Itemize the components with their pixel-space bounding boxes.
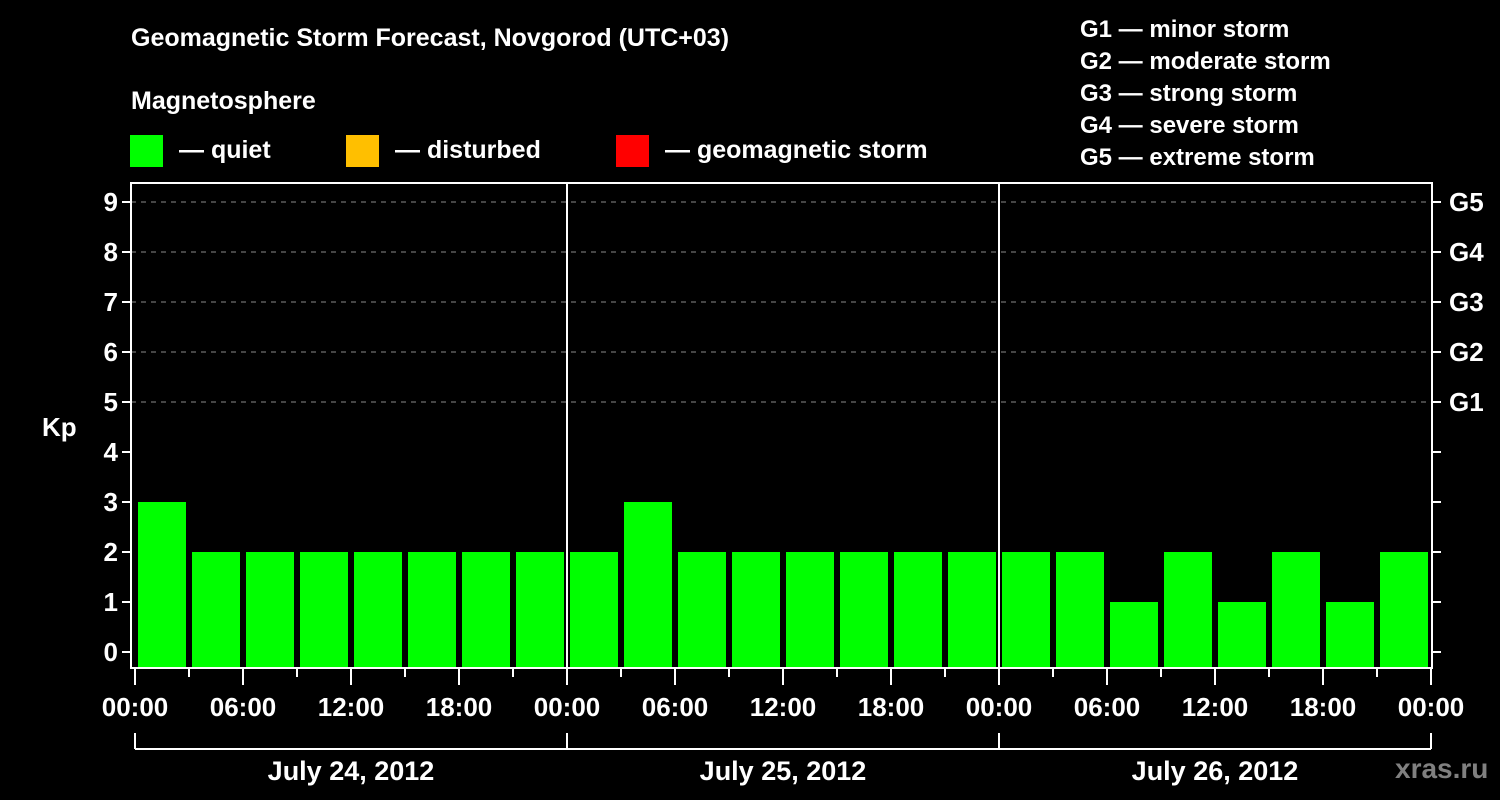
kp-bar <box>678 552 726 668</box>
g-scale-label: G1 <box>1449 387 1484 417</box>
y-tick-label: 1 <box>104 587 118 617</box>
y-tick-label: 8 <box>104 237 118 267</box>
kp-bar <box>1164 552 1212 668</box>
kp-bar <box>1218 602 1266 668</box>
y-tick-label: 6 <box>104 337 118 367</box>
g-scale-label: G4 <box>1449 237 1484 267</box>
kp-bar <box>1380 552 1428 668</box>
y-tick-label: 2 <box>104 537 118 567</box>
x-tick-label: 18:00 <box>426 692 493 722</box>
legend-label-disturbed: — disturbed <box>395 136 541 164</box>
kp-bar <box>570 552 618 668</box>
y-tick-label: 9 <box>104 187 118 217</box>
y-tick-label: 0 <box>104 637 118 667</box>
g-scale-g5: G5 — extreme storm <box>1080 144 1315 171</box>
chart-subtitle: Magnetosphere <box>131 87 316 115</box>
g-scale-legend: G1 — minor storm G2 — moderate storm G3 … <box>1080 14 1331 174</box>
x-tick-label: 00:00 <box>1398 692 1465 722</box>
kp-bar <box>408 552 456 668</box>
x-tick-label: 12:00 <box>318 692 385 722</box>
legend-swatch-disturbed <box>346 134 379 167</box>
kp-bar <box>840 552 888 668</box>
kp-bar <box>246 552 294 668</box>
y-tick-label: 5 <box>104 387 118 417</box>
g-scale-g2: G2 — moderate storm <box>1080 48 1331 75</box>
x-tick-label: 00:00 <box>966 692 1033 722</box>
g-scale-label: G2 <box>1449 337 1484 367</box>
legend-label-quiet: — quiet <box>179 136 271 164</box>
x-tick-label: 18:00 <box>858 692 925 722</box>
x-tick-label: 06:00 <box>210 692 277 722</box>
g-scale-label: G5 <box>1449 187 1484 217</box>
g-scale-g1: G1 — minor storm <box>1080 16 1290 43</box>
x-tick-label: 00:00 <box>102 692 169 722</box>
day-label: July 25, 2012 <box>700 756 867 786</box>
kp-bar <box>948 552 996 668</box>
legend-swatch-quiet <box>130 134 163 167</box>
y-tick-label: 3 <box>104 487 118 517</box>
kp-bar <box>1272 552 1320 668</box>
kp-bar <box>786 552 834 668</box>
kp-bar <box>300 552 348 668</box>
g-scale-g4: G4 — severe storm <box>1080 112 1299 139</box>
kp-bar <box>1326 602 1374 668</box>
y-tick-label: 4 <box>104 437 119 467</box>
legend-label-storm: — geomagnetic storm <box>665 136 928 164</box>
kp-bar <box>732 552 780 668</box>
kp-bar <box>462 552 510 668</box>
day-label: July 26, 2012 <box>1132 756 1299 786</box>
x-tick-label: 12:00 <box>750 692 817 722</box>
kp-bar <box>1002 552 1050 668</box>
g-scale-g3: G3 — strong storm <box>1080 80 1298 107</box>
watermark: xras.ru <box>1395 753 1489 784</box>
plot-border <box>130 182 1433 669</box>
x-tick-label: 00:00 <box>534 692 601 722</box>
kp-bar <box>1110 602 1158 668</box>
day-label: July 24, 2012 <box>268 756 435 786</box>
kp-bar <box>894 552 942 668</box>
legend-swatch-storm <box>616 134 649 167</box>
kp-bar <box>192 552 240 668</box>
legend-item-storm: — geomagnetic storm <box>616 134 928 167</box>
x-tick-label: 06:00 <box>1074 692 1141 722</box>
x-tick-label: 12:00 <box>1182 692 1249 722</box>
kp-bar <box>624 502 672 668</box>
x-tick-label: 18:00 <box>1290 692 1357 722</box>
g-scale-label: G3 <box>1449 287 1484 317</box>
kp-bar <box>516 552 564 668</box>
chart-title: Geomagnetic Storm Forecast, Novgorod (UT… <box>131 24 730 52</box>
x-tick-label: 06:00 <box>642 692 709 722</box>
y-tick-label: 7 <box>104 287 118 317</box>
kp-bar <box>354 552 402 668</box>
legend-item-disturbed: — disturbed <box>346 134 541 167</box>
legend-item-quiet: — quiet <box>130 134 271 167</box>
kp-bar <box>138 502 186 668</box>
kp-bar <box>1056 552 1104 668</box>
y-axis-label: Kp <box>42 412 77 442</box>
